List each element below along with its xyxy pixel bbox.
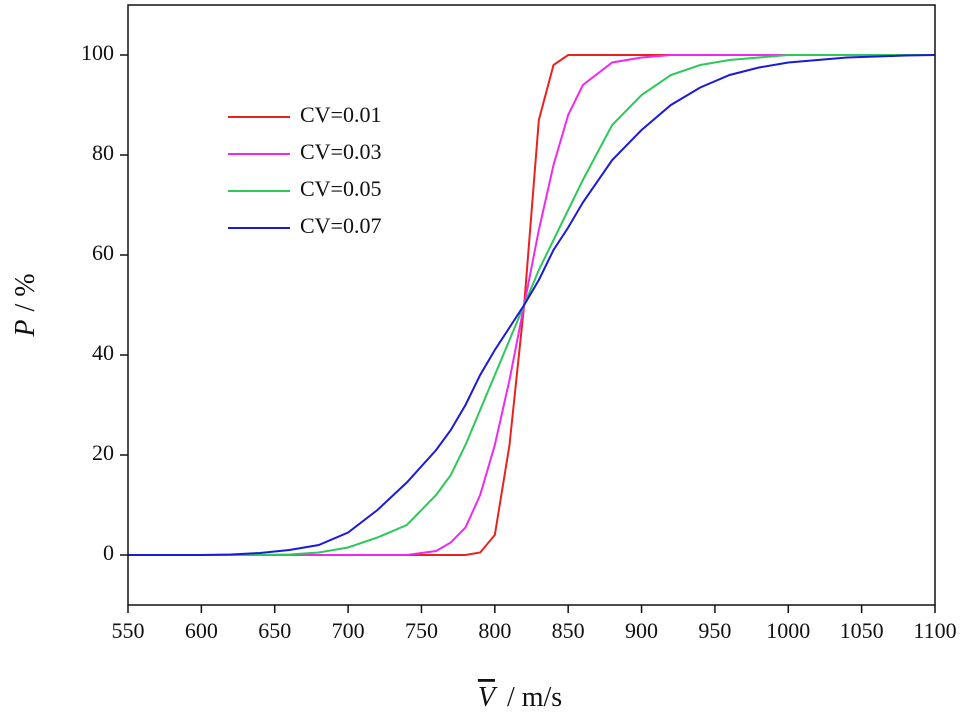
x-axis-label: V / m/s xyxy=(478,682,562,713)
x-tick-label: 650 xyxy=(258,618,291,643)
y-tick-label: 80 xyxy=(92,140,114,165)
series-line xyxy=(128,54,935,556)
y-tick-label: 100 xyxy=(81,40,114,65)
legend-label: CV=0.03 xyxy=(300,139,381,164)
x-label-unit: / m/s xyxy=(507,682,562,713)
x-tick-label: 850 xyxy=(552,618,585,643)
y-label-symbol: P xyxy=(10,320,41,338)
x-tick-label: 600 xyxy=(185,618,218,643)
series-line xyxy=(128,54,935,556)
x-tick-label: 700 xyxy=(332,618,365,643)
y-tick-label: 60 xyxy=(92,240,114,265)
y-axis-label: P / % xyxy=(10,273,41,337)
x-tick-label: 1050 xyxy=(840,618,884,643)
x-tick-label: 800 xyxy=(478,618,511,643)
plot-frame xyxy=(127,4,936,606)
y-tick-label: 40 xyxy=(92,340,114,365)
x-tick-label: 950 xyxy=(698,618,731,643)
x-tick-label: 900 xyxy=(625,618,658,643)
series-line xyxy=(128,54,936,556)
x-tick-label: 1000 xyxy=(766,618,810,643)
legend-label: CV=0.05 xyxy=(300,176,381,201)
legend-label: CV=0.01 xyxy=(300,102,381,127)
legend-label: CV=0.07 xyxy=(300,213,381,238)
y-tick-label: 0 xyxy=(103,540,114,565)
y-tick-label: 20 xyxy=(92,440,114,465)
x-tick-label: 550 xyxy=(112,618,145,643)
x-tick-label: 750 xyxy=(405,618,438,643)
series-line xyxy=(128,54,935,556)
x-label-symbol: V xyxy=(478,682,498,713)
y-label-unit: / % xyxy=(10,273,41,311)
x-tick-label: 1100 xyxy=(913,618,956,643)
